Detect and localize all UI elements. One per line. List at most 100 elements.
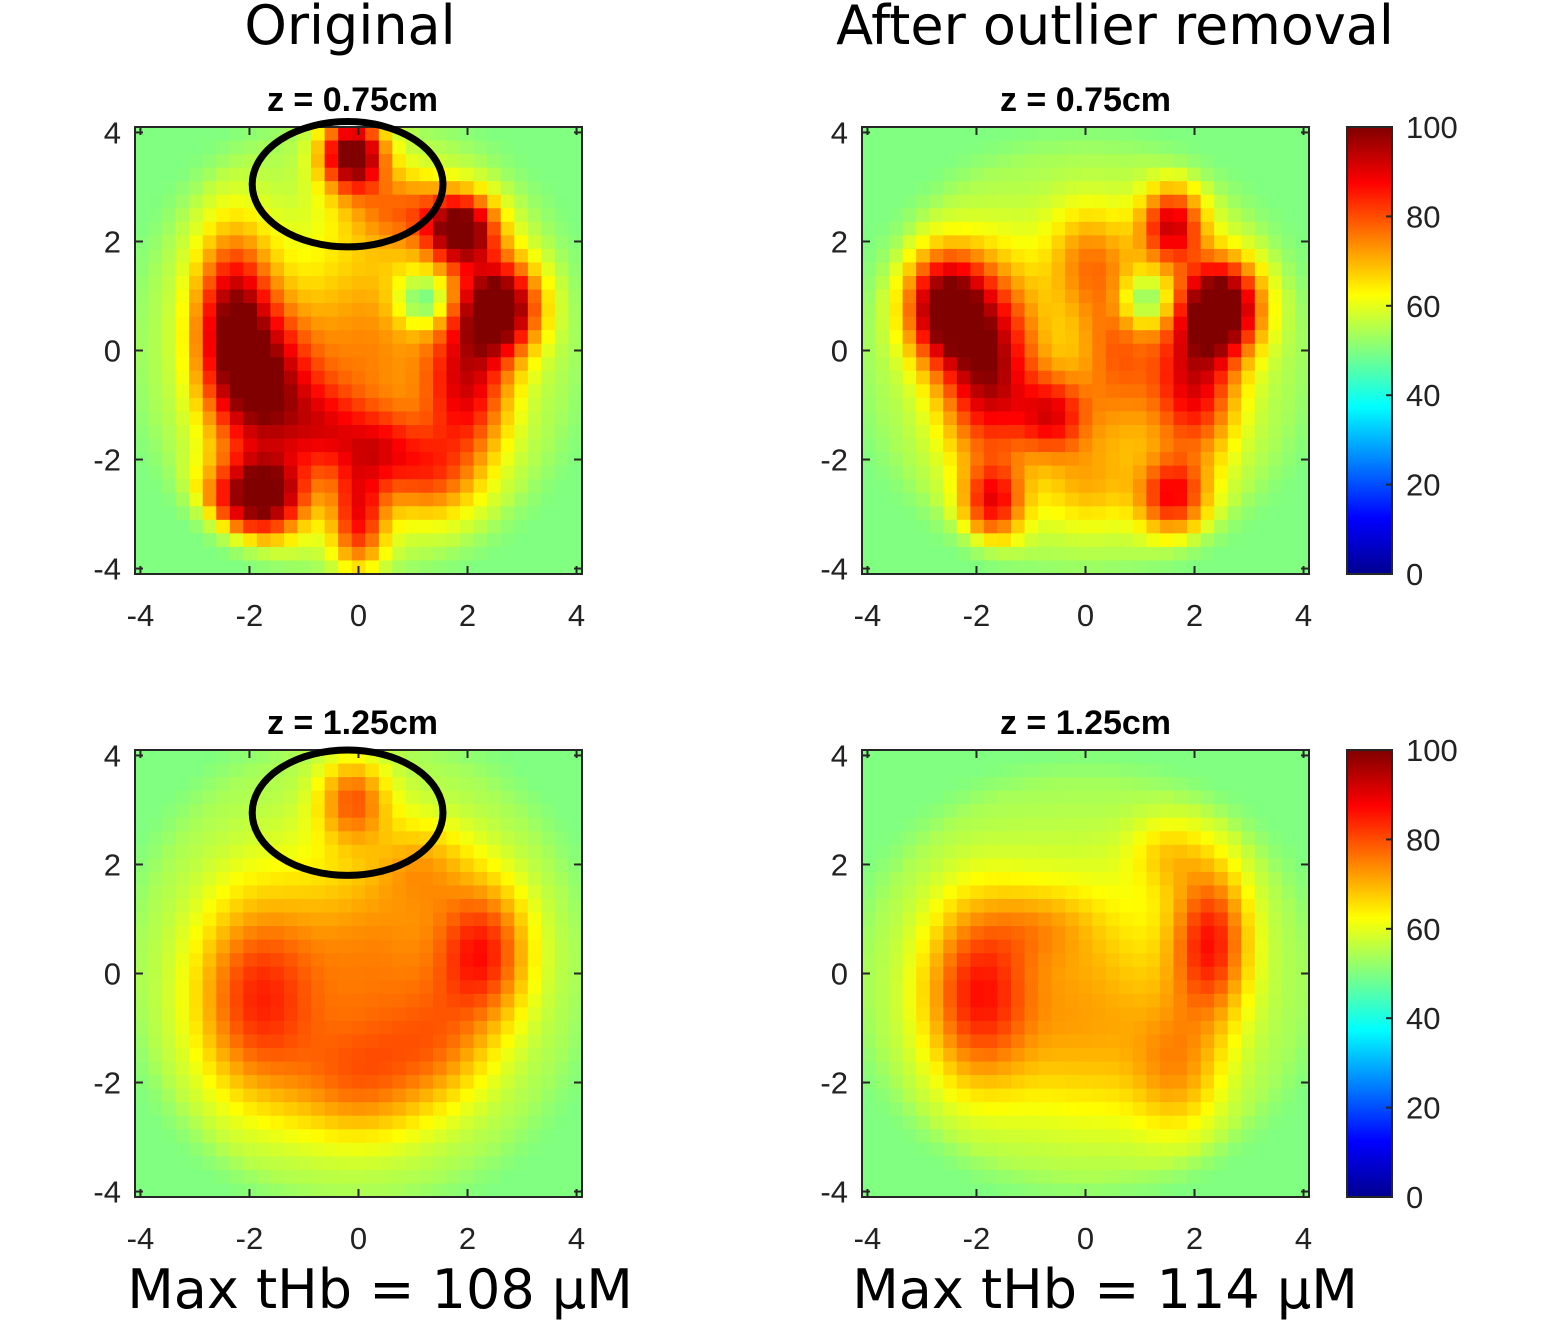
heatmap-cell (148, 479, 163, 494)
heatmap-cell (1241, 953, 1256, 968)
heatmap-cell (202, 343, 217, 358)
heatmap-cell (1227, 1169, 1242, 1185)
panel-title: z = 0.75cm (267, 81, 438, 119)
heatmap-cell (365, 1156, 380, 1171)
heatmap-cell (916, 465, 931, 480)
heatmap-cell (202, 912, 217, 927)
heatmap-cell (1187, 926, 1202, 941)
heatmap-cell (135, 899, 150, 914)
heatmap-cell (460, 1156, 475, 1171)
heatmap-cell (351, 194, 366, 209)
heatmap-cell (1241, 384, 1256, 399)
heatmap-cell (1132, 343, 1148, 358)
heatmap-cell (527, 1156, 542, 1171)
heatmap-cell (1254, 465, 1269, 480)
heatmap-cell (527, 858, 542, 873)
heatmap-cell (392, 303, 407, 318)
heatmap-cell (1119, 546, 1134, 562)
heatmap-cell (378, 384, 393, 399)
heatmap-cell (983, 1061, 999, 1076)
heatmap-cell (446, 438, 461, 453)
heatmap-cell (527, 912, 542, 927)
heatmap-cell (1132, 533, 1148, 548)
heatmap-cell (162, 533, 177, 548)
heatmap-cell (1051, 1088, 1066, 1103)
heatmap-cell (943, 1183, 958, 1198)
heatmap-cell (1173, 546, 1188, 562)
heatmap-cell (1281, 1102, 1297, 1117)
heatmap-cell (943, 221, 958, 236)
heatmap-cell (175, 276, 190, 291)
heatmap-cell (997, 181, 1012, 196)
heatmap-cell (216, 1061, 231, 1076)
heatmap-cell (970, 1088, 985, 1103)
heatmap-cell (970, 1007, 985, 1022)
heatmap-cell (392, 479, 407, 494)
heatmap-cell (284, 1020, 299, 1036)
heatmap-cell (1254, 1048, 1269, 1063)
heatmap-cell (392, 804, 407, 819)
heatmap-cell (554, 425, 570, 440)
heatmap-cell (365, 966, 380, 981)
heatmap-cell (1132, 1075, 1148, 1090)
heatmap-cell (487, 221, 502, 236)
heatmap-cell (473, 750, 488, 765)
heatmap-cell (554, 1156, 570, 1171)
heatmap-cell (997, 411, 1012, 426)
heatmap-cell (405, 289, 421, 304)
heatmap-cell (1092, 1061, 1107, 1076)
heatmap-cell (378, 939, 393, 954)
heatmap-cell (338, 465, 353, 480)
heatmap-cell (148, 804, 163, 819)
heatmap-cell (1132, 777, 1148, 792)
heatmap-cell (446, 1129, 461, 1144)
heatmap-cell (378, 194, 393, 209)
heatmap-cell (1200, 1102, 1215, 1117)
heatmap-cell (902, 533, 917, 548)
heatmap-cell (1119, 397, 1134, 413)
heatmap-cell (997, 397, 1012, 413)
heatmap-cell (568, 181, 583, 196)
heatmap-cell (256, 1020, 272, 1036)
heatmap-cell (1038, 817, 1053, 832)
heatmap-cell (500, 276, 515, 291)
heatmap-cell (351, 289, 366, 304)
heatmap-cell (1281, 1156, 1297, 1171)
heatmap-cell (1119, 127, 1134, 142)
heatmap-cell (1011, 289, 1026, 304)
heatmap-cell (1105, 871, 1120, 887)
heatmap-cell (902, 262, 917, 277)
heatmap-cell (1187, 1129, 1202, 1144)
heatmap-cell (324, 411, 339, 426)
heatmap-cell (256, 343, 272, 358)
heatmap-cell (943, 235, 958, 250)
heatmap-cell (1065, 546, 1080, 562)
heatmap-cell (189, 953, 204, 968)
heatmap-cell (1051, 370, 1066, 385)
heatmap-cell (929, 926, 944, 941)
heatmap-cell (1187, 817, 1202, 832)
heatmap-cell (189, 154, 204, 169)
heatmap-cell (351, 465, 366, 480)
heatmap-cell (1038, 1061, 1053, 1076)
heatmap-cell (983, 885, 999, 900)
heatmap-cell (1024, 993, 1039, 1008)
heatmap-cell (916, 546, 931, 562)
heatmap-cell (378, 871, 393, 887)
x-tick-label: -4 (854, 1221, 882, 1256)
heatmap-cell (365, 885, 380, 900)
heatmap-cell (1173, 939, 1188, 954)
heatmap-cell (189, 1075, 204, 1090)
heatmap-cell (473, 397, 488, 413)
heatmap-cell (1241, 425, 1256, 440)
heatmap-cell (1200, 926, 1215, 941)
heatmap-cell (889, 235, 904, 250)
heatmap-cell (568, 411, 583, 426)
heatmap-cell (473, 289, 488, 304)
heatmap-cell (433, 1156, 448, 1171)
heatmap-cell (148, 289, 163, 304)
heatmap-cell (997, 1115, 1012, 1130)
heatmap-cell (1051, 858, 1066, 873)
heatmap-cell (1254, 438, 1269, 453)
